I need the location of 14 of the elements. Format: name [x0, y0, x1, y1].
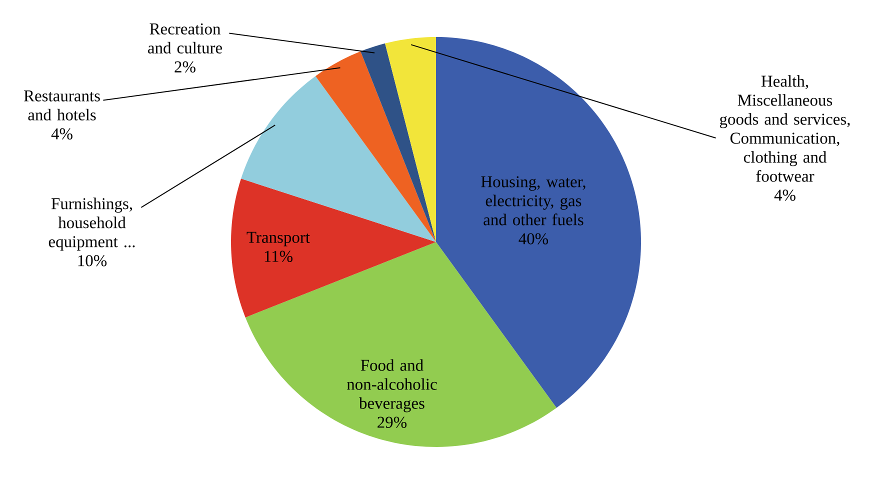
- slice-label: Food and non-alcoholic beverages: [346, 359, 437, 412]
- slice-label: Furnishings, household equipment ...: [48, 198, 135, 251]
- data-label: 4%: [774, 190, 796, 201]
- slice-label: Restaurants and hotels: [24, 90, 100, 120]
- slice-label: Health, Miscellaneous goods and services, Communication, clothing and footwear: [720, 75, 850, 182]
- slice-label: Transport: [246, 232, 310, 246]
- data-label: 40%: [518, 233, 548, 244]
- data-label: 10%: [78, 255, 107, 266]
- data-label: 11%: [264, 250, 292, 262]
- data-label: 4%: [51, 128, 72, 140]
- data-label: 2%: [174, 61, 196, 73]
- slice-label: Housing, water, electricity, gas and other fuels: [481, 176, 586, 226]
- slice-label: Recreation and culture: [148, 23, 222, 54]
- data-label: 29%: [378, 416, 407, 428]
